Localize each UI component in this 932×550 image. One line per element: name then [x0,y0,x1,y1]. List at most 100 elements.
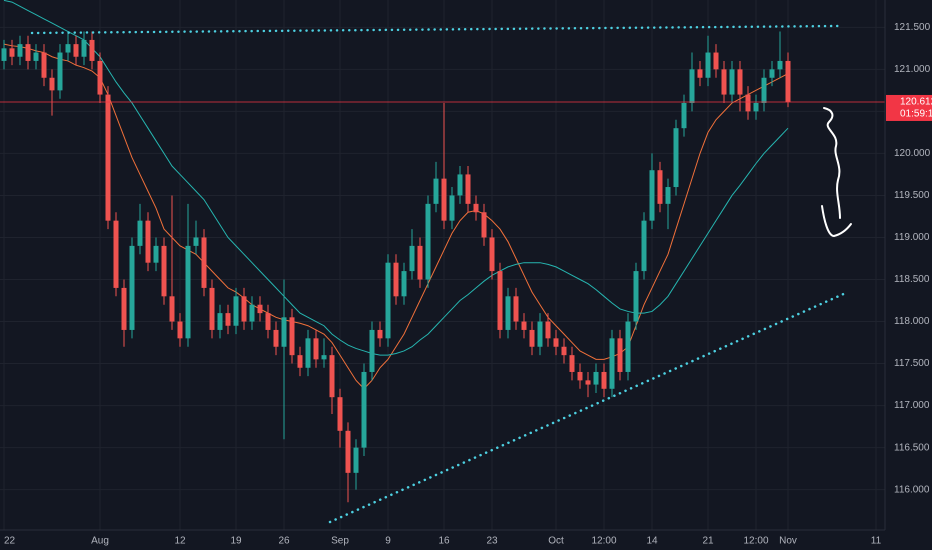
candle-body [489,237,495,272]
last-price-label: 120.612 [900,97,932,108]
resistance-line [30,24,840,35]
candle-body [33,52,39,61]
candle-body [305,338,311,368]
grid [0,0,885,530]
candle-body [329,355,335,398]
y-tick-label: 120.000 [894,148,931,159]
candle-body [89,39,95,61]
y-tick-label: 121.000 [894,64,931,75]
candle-body [209,287,215,330]
x-tick-label: Aug [91,536,109,547]
candle-body [9,48,15,57]
x-tick-label: 11 [871,536,882,547]
y-tick-label: 118.000 [894,316,930,327]
candle-body [473,203,479,213]
candle-body [249,304,255,322]
x-tick-label: Sep [331,536,349,547]
candle-body [353,447,359,473]
candle-body [657,170,663,204]
x-tick-label: 12 [174,536,186,547]
x-tick-label: 12:00 [743,536,768,547]
candle-body [177,321,183,339]
candle-body [449,195,455,221]
candle-body [513,296,519,322]
candle-body [345,430,351,473]
candle-body [721,69,727,95]
candle-body [217,313,223,330]
candle-body [81,39,87,57]
candle-body [361,371,367,448]
y-tick-label: 121.500 [894,22,931,33]
candle-body [1,48,7,61]
candle-body [73,44,79,57]
candle-body [577,371,583,381]
candle-body [713,52,719,70]
candle-body [569,355,575,372]
x-tick-label: 26 [278,536,290,547]
candle-body [113,220,119,288]
candle-body [121,287,127,330]
x-tick-label: 23 [486,536,498,547]
candle-body [321,355,327,360]
candle-body [689,69,695,103]
candle-body [625,321,631,372]
candle-body [753,102,759,112]
candle-body [257,304,263,314]
candle-body [737,69,743,95]
drawn-arrow-head [821,205,852,238]
candle-body [545,321,551,339]
candle-body [633,271,639,322]
x-tick-label: 19 [230,536,242,547]
candle-body [553,338,559,347]
x-tick-label: 22 [4,536,16,547]
candle-body [145,220,151,263]
candle-body [433,178,439,204]
candle-body [241,296,247,322]
candle-body [761,77,767,103]
candle-body [377,329,383,339]
candle-body [41,52,47,78]
candle-body [529,329,535,347]
x-tick-label: 16 [438,536,450,547]
drawn-arrow [823,107,841,219]
candle-body [369,329,375,372]
candle-body [417,245,423,280]
last-price-box [886,94,932,121]
candle-body [289,317,295,356]
y-tick-label: 117.500 [894,358,930,369]
candle-body [497,271,503,330]
candle-body [457,174,463,196]
candle-body [401,271,407,297]
candle-body [129,245,135,330]
candle-body [273,329,279,347]
candle-body [161,245,167,297]
candle-body [601,371,607,389]
y-tick-label: 116.000 [894,484,930,495]
candle-body [729,69,735,95]
y-tick-label: 119.000 [894,232,930,243]
candle-body [649,170,655,221]
y-tick-label: 119.500 [894,190,930,201]
candle-body [585,380,591,385]
candle-body [185,245,191,339]
candle-body [25,44,31,61]
candle-body [169,296,175,322]
candle-body [593,371,599,385]
candle-body [313,338,319,360]
candle-body [337,397,343,431]
candle-body [137,220,143,246]
candle-body [153,245,159,263]
candle-body [297,355,303,368]
y-tick-label: 116.500 [894,442,930,453]
candle-body [681,102,687,129]
candle-body [777,60,783,70]
candle-body [201,237,207,288]
candle-body [385,262,391,339]
candle-body [441,178,447,221]
candle-body [673,128,679,188]
moving-average [3,0,789,356]
candle-body [105,94,111,221]
